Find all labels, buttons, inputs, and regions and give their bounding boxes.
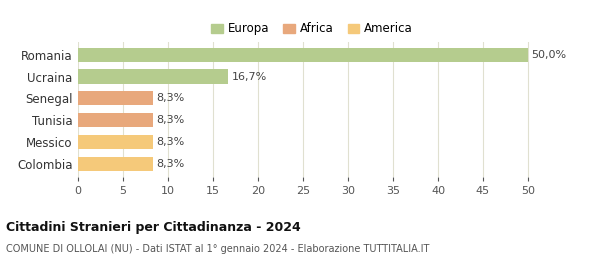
Text: 16,7%: 16,7% — [232, 72, 267, 82]
Text: 8,3%: 8,3% — [156, 93, 185, 103]
Text: 8,3%: 8,3% — [156, 159, 185, 168]
Legend: Europa, Africa, America: Europa, Africa, America — [206, 18, 418, 40]
Text: 8,3%: 8,3% — [156, 137, 185, 147]
Bar — [78, 113, 152, 127]
Text: Cittadini Stranieri per Cittadinanza - 2024: Cittadini Stranieri per Cittadinanza - 2… — [6, 221, 301, 234]
Bar — [78, 91, 152, 105]
Text: 50,0%: 50,0% — [532, 50, 567, 60]
Text: 8,3%: 8,3% — [156, 115, 185, 125]
Bar — [78, 69, 228, 84]
Text: COMUNE DI OLLOLAI (NU) - Dati ISTAT al 1° gennaio 2024 - Elaborazione TUTTITALIA: COMUNE DI OLLOLAI (NU) - Dati ISTAT al 1… — [6, 244, 430, 254]
Bar — [78, 135, 152, 149]
Bar — [78, 157, 152, 171]
Bar — [78, 48, 528, 62]
